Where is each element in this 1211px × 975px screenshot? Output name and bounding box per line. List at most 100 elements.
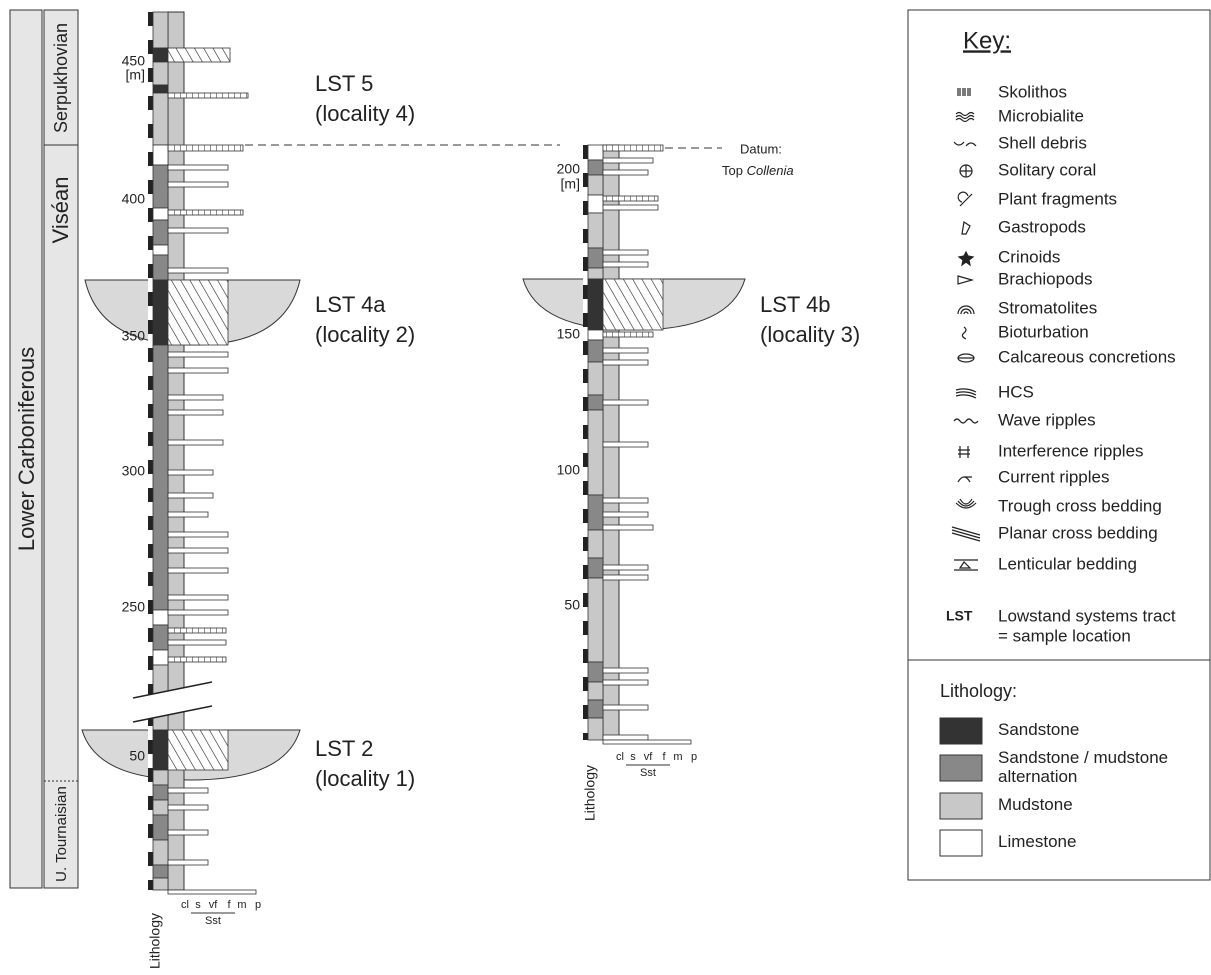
lst-name: LST 4b — [760, 292, 831, 317]
scale-segment — [148, 516, 153, 530]
scale-segment — [583, 551, 588, 565]
scale-segment — [148, 852, 153, 866]
key-icon — [960, 165, 972, 177]
scale-segment — [583, 411, 588, 425]
lithology-bed — [588, 268, 603, 279]
scale-segment — [148, 320, 153, 334]
scale-segment — [148, 782, 153, 796]
scale-segment — [148, 264, 153, 278]
grain-size: s — [195, 899, 201, 911]
scale-segment — [583, 327, 588, 341]
profile-bed — [603, 668, 648, 673]
key-label: Shell debris — [998, 133, 1087, 152]
scale-segment — [148, 404, 153, 418]
profile-bed — [168, 657, 226, 662]
grain-size: m — [673, 751, 682, 763]
scale-segment — [583, 215, 588, 229]
stage-label: Serpukhovian — [51, 23, 71, 133]
depth-label: [m] — [126, 67, 145, 83]
profile-bed — [168, 395, 223, 400]
key-label: Interference ripples — [998, 441, 1144, 460]
scale-segment — [148, 796, 153, 810]
profile-bed — [168, 788, 208, 793]
lithology-bed — [588, 558, 603, 578]
profile-bed — [603, 348, 648, 353]
profile-bed — [603, 575, 648, 580]
profile-bed — [603, 205, 658, 210]
profile-bed — [168, 210, 243, 215]
scale-segment — [583, 453, 588, 467]
scale-segment — [583, 635, 588, 649]
lithology-bed — [588, 682, 603, 700]
profile-bed — [603, 565, 648, 570]
scale-segment — [583, 733, 588, 740]
profile-bed — [168, 48, 230, 62]
profile-bed — [168, 145, 243, 151]
scale-segment — [148, 68, 153, 82]
profile-bed — [168, 860, 208, 865]
scale-segment — [148, 138, 153, 152]
grain-size: vf — [209, 899, 219, 911]
scale-segment — [583, 649, 588, 663]
scale-segment — [148, 740, 153, 754]
datum-label: Datum: — [740, 141, 782, 156]
lithology-label: Mudstone — [998, 795, 1198, 814]
key-label: Stromatolites — [998, 298, 1097, 317]
key-label: Brachiopods — [998, 269, 1093, 288]
scale-segment — [148, 880, 153, 890]
profile-bed — [168, 512, 208, 517]
scale-segment — [583, 621, 588, 635]
scale-segment — [583, 243, 588, 257]
scale-segment — [148, 96, 153, 110]
scale-segment — [148, 222, 153, 236]
scale-segment — [148, 810, 153, 824]
lithology-bed — [153, 650, 168, 665]
scale-segment — [583, 369, 588, 383]
scale-segment — [148, 446, 153, 460]
profile-bed — [168, 352, 228, 357]
lst-name: LST 4a — [315, 292, 386, 317]
system-label: Lower Carboniferous — [14, 347, 39, 551]
lithology-bed — [153, 625, 168, 650]
scale-segment — [583, 537, 588, 551]
lithology-bed — [153, 145, 168, 165]
grain-size: cl — [616, 751, 624, 763]
lithology-bed — [153, 93, 168, 145]
scale-segment — [583, 173, 588, 187]
stage-label: Viséan — [48, 177, 73, 244]
lithology-label: Sandstone / mudstone alternation — [998, 748, 1198, 786]
scale-segment — [148, 348, 153, 362]
lithology-bed — [588, 395, 603, 410]
profile-bed — [603, 332, 653, 337]
lithology-bed — [153, 62, 168, 85]
grain-size: p — [691, 751, 697, 763]
lst-name: LST 5 — [315, 71, 373, 96]
scale-segment — [148, 180, 153, 194]
lithology-bed — [588, 213, 603, 248]
profile-bed — [168, 830, 208, 835]
lithology-label: Lithology — [147, 913, 163, 969]
scale-segment — [583, 341, 588, 355]
scale-segment — [148, 600, 153, 614]
lithology-label: Lithology — [582, 765, 598, 821]
stage-column — [44, 10, 78, 888]
scale-segment — [148, 586, 153, 600]
lithology-swatch — [940, 830, 982, 856]
key-lst-text: = sample location — [998, 626, 1131, 645]
scale-segment — [583, 201, 588, 215]
grain-scale — [603, 740, 691, 744]
depth-label: 150 — [557, 326, 581, 342]
scale-segment — [148, 824, 153, 838]
grain-size: s — [630, 751, 636, 763]
profile-bed — [168, 165, 228, 170]
key-lst-abbr: LST — [946, 608, 973, 624]
key-label: Current ripples — [998, 467, 1110, 486]
lithology-bed — [153, 48, 168, 62]
profile-bed — [168, 568, 228, 573]
profile-bed — [168, 228, 228, 233]
scale-segment — [148, 838, 153, 852]
profile-bed — [603, 705, 648, 710]
profile-bed — [603, 735, 648, 740]
scale-segment — [148, 12, 153, 26]
